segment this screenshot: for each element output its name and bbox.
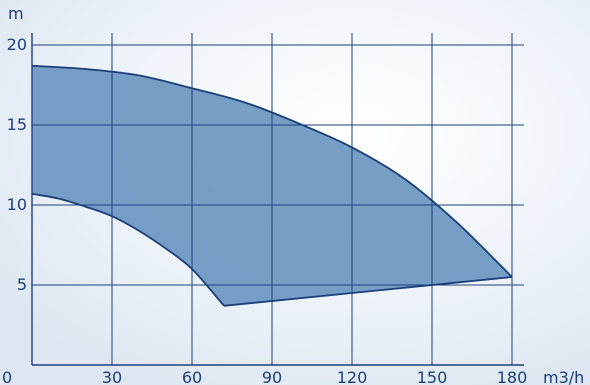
y-tick-label-15: 15 [7,115,27,134]
y-axis-unit: m [8,4,24,23]
x-tick-label-30: 30 [102,368,122,385]
boundary-lines-layer [31,64,513,307]
x-tick-label-0: 0 [2,368,12,385]
x-tick-label-120: 120 [337,368,368,385]
y-tick-label-5: 5 [17,275,27,294]
y-tick-label-20: 20 [7,35,27,54]
x-axis-unit: m3/h [543,368,584,385]
upper-boundary-line [31,64,513,278]
grid-layer [31,33,524,366]
y-tick-label-10: 10 [7,195,27,214]
x-tick-label-60: 60 [182,368,202,385]
x-tick-label-150: 150 [417,368,448,385]
bottom-boundary-line [223,276,513,307]
tick-labels-layer: 0 30 60 90 120 150 180 5 10 15 20 [2,35,527,385]
x-tick-label-90: 90 [262,368,282,385]
lower-boundary-line [31,192,225,307]
x-tick-label-180: 180 [497,368,528,385]
